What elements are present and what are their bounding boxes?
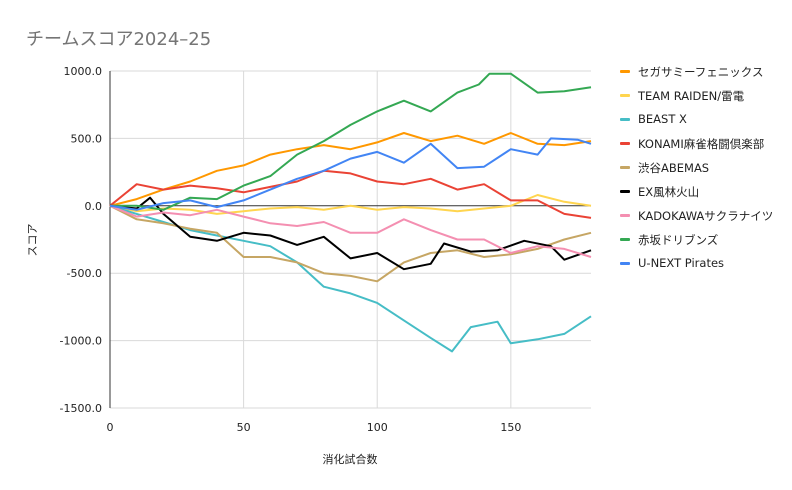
series-line-5 <box>109 196 592 271</box>
series-line-6 <box>109 204 592 258</box>
legend-item[interactable]: U-NEXT Pirates <box>618 256 788 280</box>
y-tick-label: -1000.0 <box>60 335 102 348</box>
legend-swatch <box>620 262 630 265</box>
legend-swatch <box>620 70 630 73</box>
legend-swatch <box>620 94 630 97</box>
x-tick-label: 50 <box>237 421 251 434</box>
y-axis-label: スコア <box>26 224 39 257</box>
legend-item[interactable]: KONAMI麻雀格闘倶楽部 <box>618 136 788 160</box>
legend-label: セガサミーフェニックス <box>638 65 764 79</box>
legend-item[interactable]: TEAM RAIDEN/雷電 <box>618 88 788 112</box>
y-tick-label: -1500.0 <box>60 402 102 415</box>
series-lines <box>109 72 592 353</box>
legend-item[interactable]: EX風林火山 <box>618 184 788 208</box>
y-tick-label: 1000.0 <box>64 65 103 78</box>
series-line-1 <box>109 194 592 215</box>
legend-label: U-NEXT Pirates <box>638 256 725 270</box>
legend-swatch <box>620 118 630 121</box>
y-tick-label: -500.0 <box>67 267 102 280</box>
y-tick-label: 500.0 <box>71 132 103 145</box>
legend-item[interactable]: 赤坂ドリブンズ <box>618 232 788 256</box>
tick-labels: 1000.0 500.0 0.0 -500.0 -1000.0 -1500.0 0 50 100… <box>60 65 522 434</box>
legend-item[interactable]: KADOKAWAサクラナイツ <box>618 208 788 232</box>
x-tick-label: 150 <box>500 421 521 434</box>
legend-label: KONAMI麻雀格闘倶楽部 <box>638 137 765 151</box>
legend-swatch <box>620 190 630 193</box>
x-tick-label: 100 <box>367 421 388 434</box>
y-tick-label: 0.0 <box>85 200 103 213</box>
legend-swatch <box>620 142 630 145</box>
legend-item[interactable]: BEAST X <box>618 112 788 136</box>
legend-swatch <box>620 166 630 169</box>
grid-lines <box>110 70 591 409</box>
series-line-4 <box>109 204 592 283</box>
legend-item[interactable]: 渋谷ABEMAS <box>618 160 788 184</box>
series-line-0 <box>109 132 592 207</box>
legend-swatch <box>620 238 630 241</box>
series-line-2 <box>109 204 592 353</box>
chart-title: チームスコア2024–25 <box>26 29 212 50</box>
x-axis-label: 消化試合数 <box>323 452 378 466</box>
axes <box>109 71 591 408</box>
series-line-3 <box>109 169 592 219</box>
legend-label: EX風林火山 <box>638 185 700 199</box>
legend-swatch <box>620 214 630 217</box>
legend-label: 渋谷ABEMAS <box>638 161 710 175</box>
legend-label: BEAST X <box>638 112 687 126</box>
legend-item[interactable]: セガサミーフェニックス <box>618 64 788 88</box>
x-tick-label: 0 <box>107 421 114 434</box>
series-line-7 <box>110 72 592 211</box>
legend-label: TEAM RAIDEN/雷電 <box>638 89 745 103</box>
series-line-8 <box>109 137 592 211</box>
legend-label: 赤坂ドリブンズ <box>638 233 719 247</box>
legend-label: KADOKAWAサクラナイツ <box>638 209 774 223</box>
legend: セガサミーフェニックス TEAM RAIDEN/雷電 BEAST X KONAMI麻雀… <box>618 64 788 280</box>
